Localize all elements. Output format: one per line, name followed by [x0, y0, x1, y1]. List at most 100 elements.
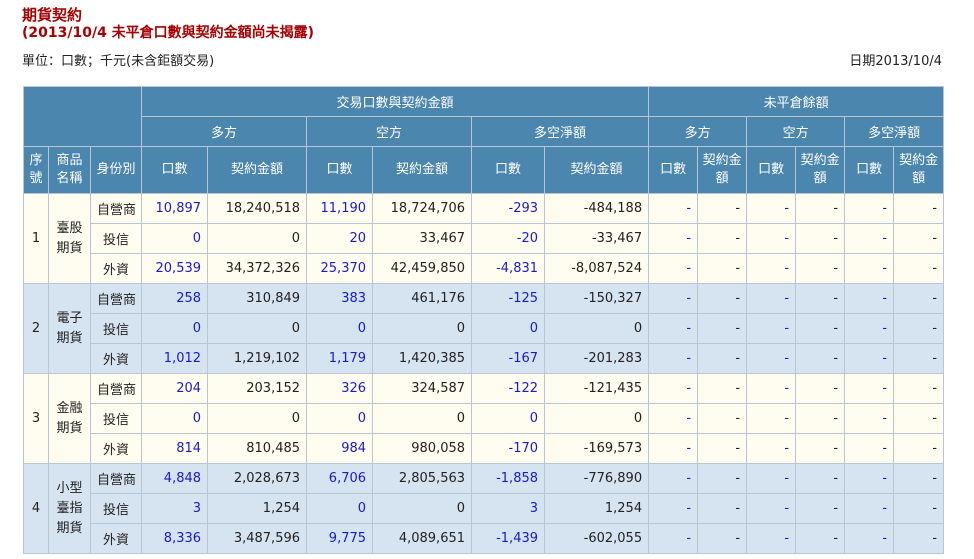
short-amount-cell: 1,420,385 [372, 343, 473, 374]
open-interest-cell: - [746, 463, 797, 494]
unit-note: 單位：口數；千元(未含鉅額交易) [22, 54, 215, 69]
long-amount-cell: 310,849 [207, 283, 308, 314]
seq-cell: 3 [23, 373, 49, 464]
identity-cell: 投信 [89, 403, 143, 434]
open-interest-cell: - [844, 283, 895, 314]
table-row: 2 電子期貨 自營商 258 310,849 383 461,176 -125 -150,327… [23, 283, 945, 374]
header-lots: 口數 [746, 146, 797, 194]
header-amount: 契約金額 [893, 146, 945, 194]
short-amount-cell: 0 [372, 313, 473, 344]
header-trade-net: 多空淨額 [471, 116, 650, 147]
long-amount-cell: 34,372,326 [207, 253, 308, 284]
open-interest-cell: - [746, 433, 797, 464]
net-lots-cell: -1,439 [471, 523, 546, 554]
header-amount: 契約金額 [795, 146, 846, 194]
net-lots-cell: -125 [471, 283, 546, 314]
short-lots-cell: 326 [306, 373, 374, 404]
short-lots-cell: 0 [306, 493, 374, 524]
header-seq: 序號 [23, 146, 49, 194]
long-lots-cell: 0 [141, 313, 209, 344]
header-open-group: 未平倉餘額 [648, 86, 945, 117]
net-lots-cell: -293 [471, 193, 546, 224]
open-interest-cell: - [844, 313, 895, 344]
header-trade-long: 多方 [141, 116, 308, 147]
table-row: 外資 1,012 1,219,102 1,179 1,420,385 -167 -201,2… [24, 343, 945, 374]
long-lots-cell: 8,336 [141, 523, 209, 554]
net-amount-cell: 0 [544, 313, 650, 344]
product-cell: 電子期貨 [48, 283, 91, 374]
open-interest-cell: - [746, 283, 797, 314]
table-row: 外資 814 810,485 984 980,058 -170 -169,573- - - - - - [24, 433, 945, 464]
open-interest-cell: - [697, 493, 748, 524]
long-amount-cell: 1,219,102 [207, 343, 308, 374]
table-row: 1 臺股期貨 自營商 10,897 18,240,518 11,190 18,724,706… [23, 193, 945, 284]
short-amount-cell: 461,176 [372, 283, 473, 314]
open-interest-cell: - [648, 463, 699, 494]
open-interest-cell: - [795, 283, 846, 314]
table-row: 外資 20,539 34,372,326 25,370 42,459,850 -4,831… [24, 253, 945, 284]
open-interest-cell: - [648, 403, 699, 434]
open-interest-cell: - [746, 403, 797, 434]
open-interest-cell: - [893, 283, 945, 314]
long-amount-cell: 2,028,673 [207, 463, 308, 494]
short-lots-cell: 20 [306, 223, 374, 254]
short-amount-cell: 42,459,850 [372, 253, 473, 284]
open-interest-cell: - [893, 493, 945, 524]
short-lots-cell: 9,775 [306, 523, 374, 554]
short-lots-cell: 0 [306, 313, 374, 344]
long-lots-cell: 204 [141, 373, 209, 404]
header-identity: 身份別 [89, 146, 143, 194]
open-interest-cell: - [746, 373, 797, 404]
open-interest-cell: - [893, 193, 945, 224]
short-lots-cell: 383 [306, 283, 374, 314]
open-interest-cell: - [697, 403, 748, 434]
identity-cell: 自營商 [89, 463, 143, 494]
long-lots-cell: 814 [141, 433, 209, 464]
long-amount-cell: 0 [207, 403, 308, 434]
identity-cell: 外資 [89, 523, 143, 554]
open-interest-cell: - [697, 223, 748, 254]
short-amount-cell: 18,724,706 [372, 193, 473, 224]
open-interest-cell: - [795, 373, 846, 404]
open-interest-cell: - [697, 193, 748, 224]
short-lots-cell: 11,190 [306, 193, 374, 224]
identity-cell: 自營商 [89, 193, 143, 224]
long-amount-cell: 203,152 [207, 373, 308, 404]
open-interest-cell: - [648, 253, 699, 284]
open-interest-cell: - [795, 343, 846, 374]
header-lots: 口數 [471, 146, 546, 194]
open-interest-cell: - [648, 283, 699, 314]
open-interest-cell: - [844, 463, 895, 494]
header-corner [22, 86, 143, 147]
long-lots-cell: 258 [141, 283, 209, 314]
open-interest-cell: - [795, 523, 846, 554]
identity-cell: 外資 [89, 433, 143, 464]
header-open-short: 空方 [746, 116, 846, 147]
header-open-net: 多空淨額 [844, 116, 945, 147]
product-cell: 臺股期貨 [48, 193, 91, 284]
open-interest-cell: - [893, 433, 945, 464]
open-interest-cell: - [844, 343, 895, 374]
table-row: 投信 0 0 0 0 0 0- - - - - - [24, 313, 945, 344]
short-amount-cell: 4,089,651 [372, 523, 473, 554]
long-lots-cell: 3 [141, 493, 209, 524]
open-interest-cell: - [697, 433, 748, 464]
identity-cell: 外資 [89, 253, 143, 284]
short-amount-cell: 980,058 [372, 433, 473, 464]
net-lots-cell: -170 [471, 433, 546, 464]
net-amount-cell: -33,467 [544, 223, 650, 254]
long-amount-cell: 0 [207, 223, 308, 254]
header-amount: 契約金額 [207, 146, 308, 194]
open-interest-cell: - [648, 223, 699, 254]
header-product: 商品名稱 [48, 146, 91, 194]
open-interest-cell: - [697, 253, 748, 284]
short-lots-cell: 1,179 [306, 343, 374, 374]
product-cell: 小型臺指期貨 [48, 463, 91, 554]
open-interest-cell: - [697, 313, 748, 344]
net-lots-cell: -4,831 [471, 253, 546, 284]
short-lots-cell: 0 [306, 403, 374, 434]
open-interest-cell: - [746, 223, 797, 254]
futures-table: 交易口數與契約金額 未平倉餘額 多方 空方 多空淨額 多方 空方 多空淨額 序號… [22, 86, 945, 554]
short-lots-cell: 25,370 [306, 253, 374, 284]
net-amount-cell: 0 [544, 403, 650, 434]
